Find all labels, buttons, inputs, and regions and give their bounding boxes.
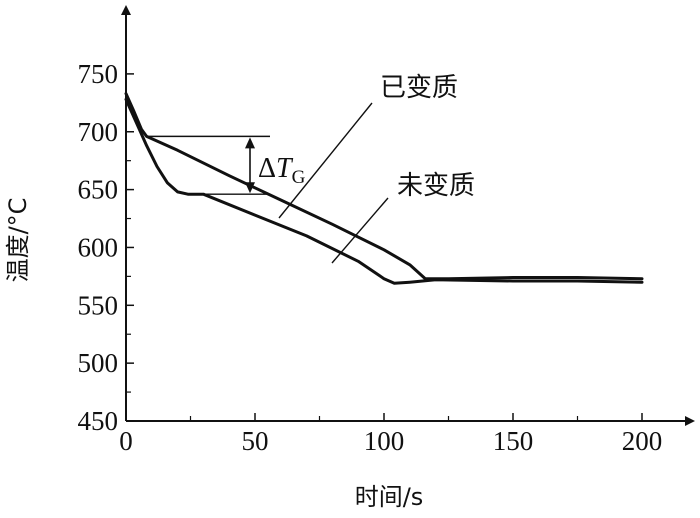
x-tick-label: 50 — [242, 426, 269, 456]
axes — [121, 5, 695, 426]
delta-t-letter: T — [276, 153, 294, 184]
y-tick-label: 500 — [78, 348, 119, 378]
ticks: 450 500 550 600 650 700 750 0 50 100 150 200 — [78, 59, 663, 456]
series-layer — [124, 92, 644, 285]
label-modified: 已变质 — [380, 73, 458, 103]
delta-arrow-down-head — [245, 182, 255, 194]
label-unmodified: 未变质 — [397, 171, 475, 201]
y-axis-title: 温度/°C — [4, 198, 32, 283]
y-tick-label: 700 — [78, 117, 119, 147]
x-tick-label: 100 — [364, 426, 405, 456]
delta-subscript: G — [292, 167, 306, 188]
y-tick-label: 450 — [78, 406, 119, 436]
series-line-unmodified — [124, 97, 644, 285]
x-axis-title: 时间/s — [355, 483, 424, 511]
series-line-modified — [124, 92, 644, 281]
delta-symbol: Δ — [258, 153, 276, 184]
x-tick-label: 0 — [119, 426, 133, 456]
delta-arrow-up-head — [245, 137, 255, 149]
leader-line-modified — [278, 102, 373, 219]
x-tick-label: 200 — [622, 426, 663, 456]
y-tick-label: 600 — [78, 232, 119, 262]
y-tick-label: 750 — [78, 59, 119, 89]
x-tick-label: 150 — [493, 426, 534, 456]
y-tick-label: 650 — [78, 175, 119, 205]
leader-line-unmodified — [331, 197, 389, 264]
delta-tg-label: ΔTG — [258, 153, 306, 188]
y-tick-label: 550 — [78, 290, 119, 320]
